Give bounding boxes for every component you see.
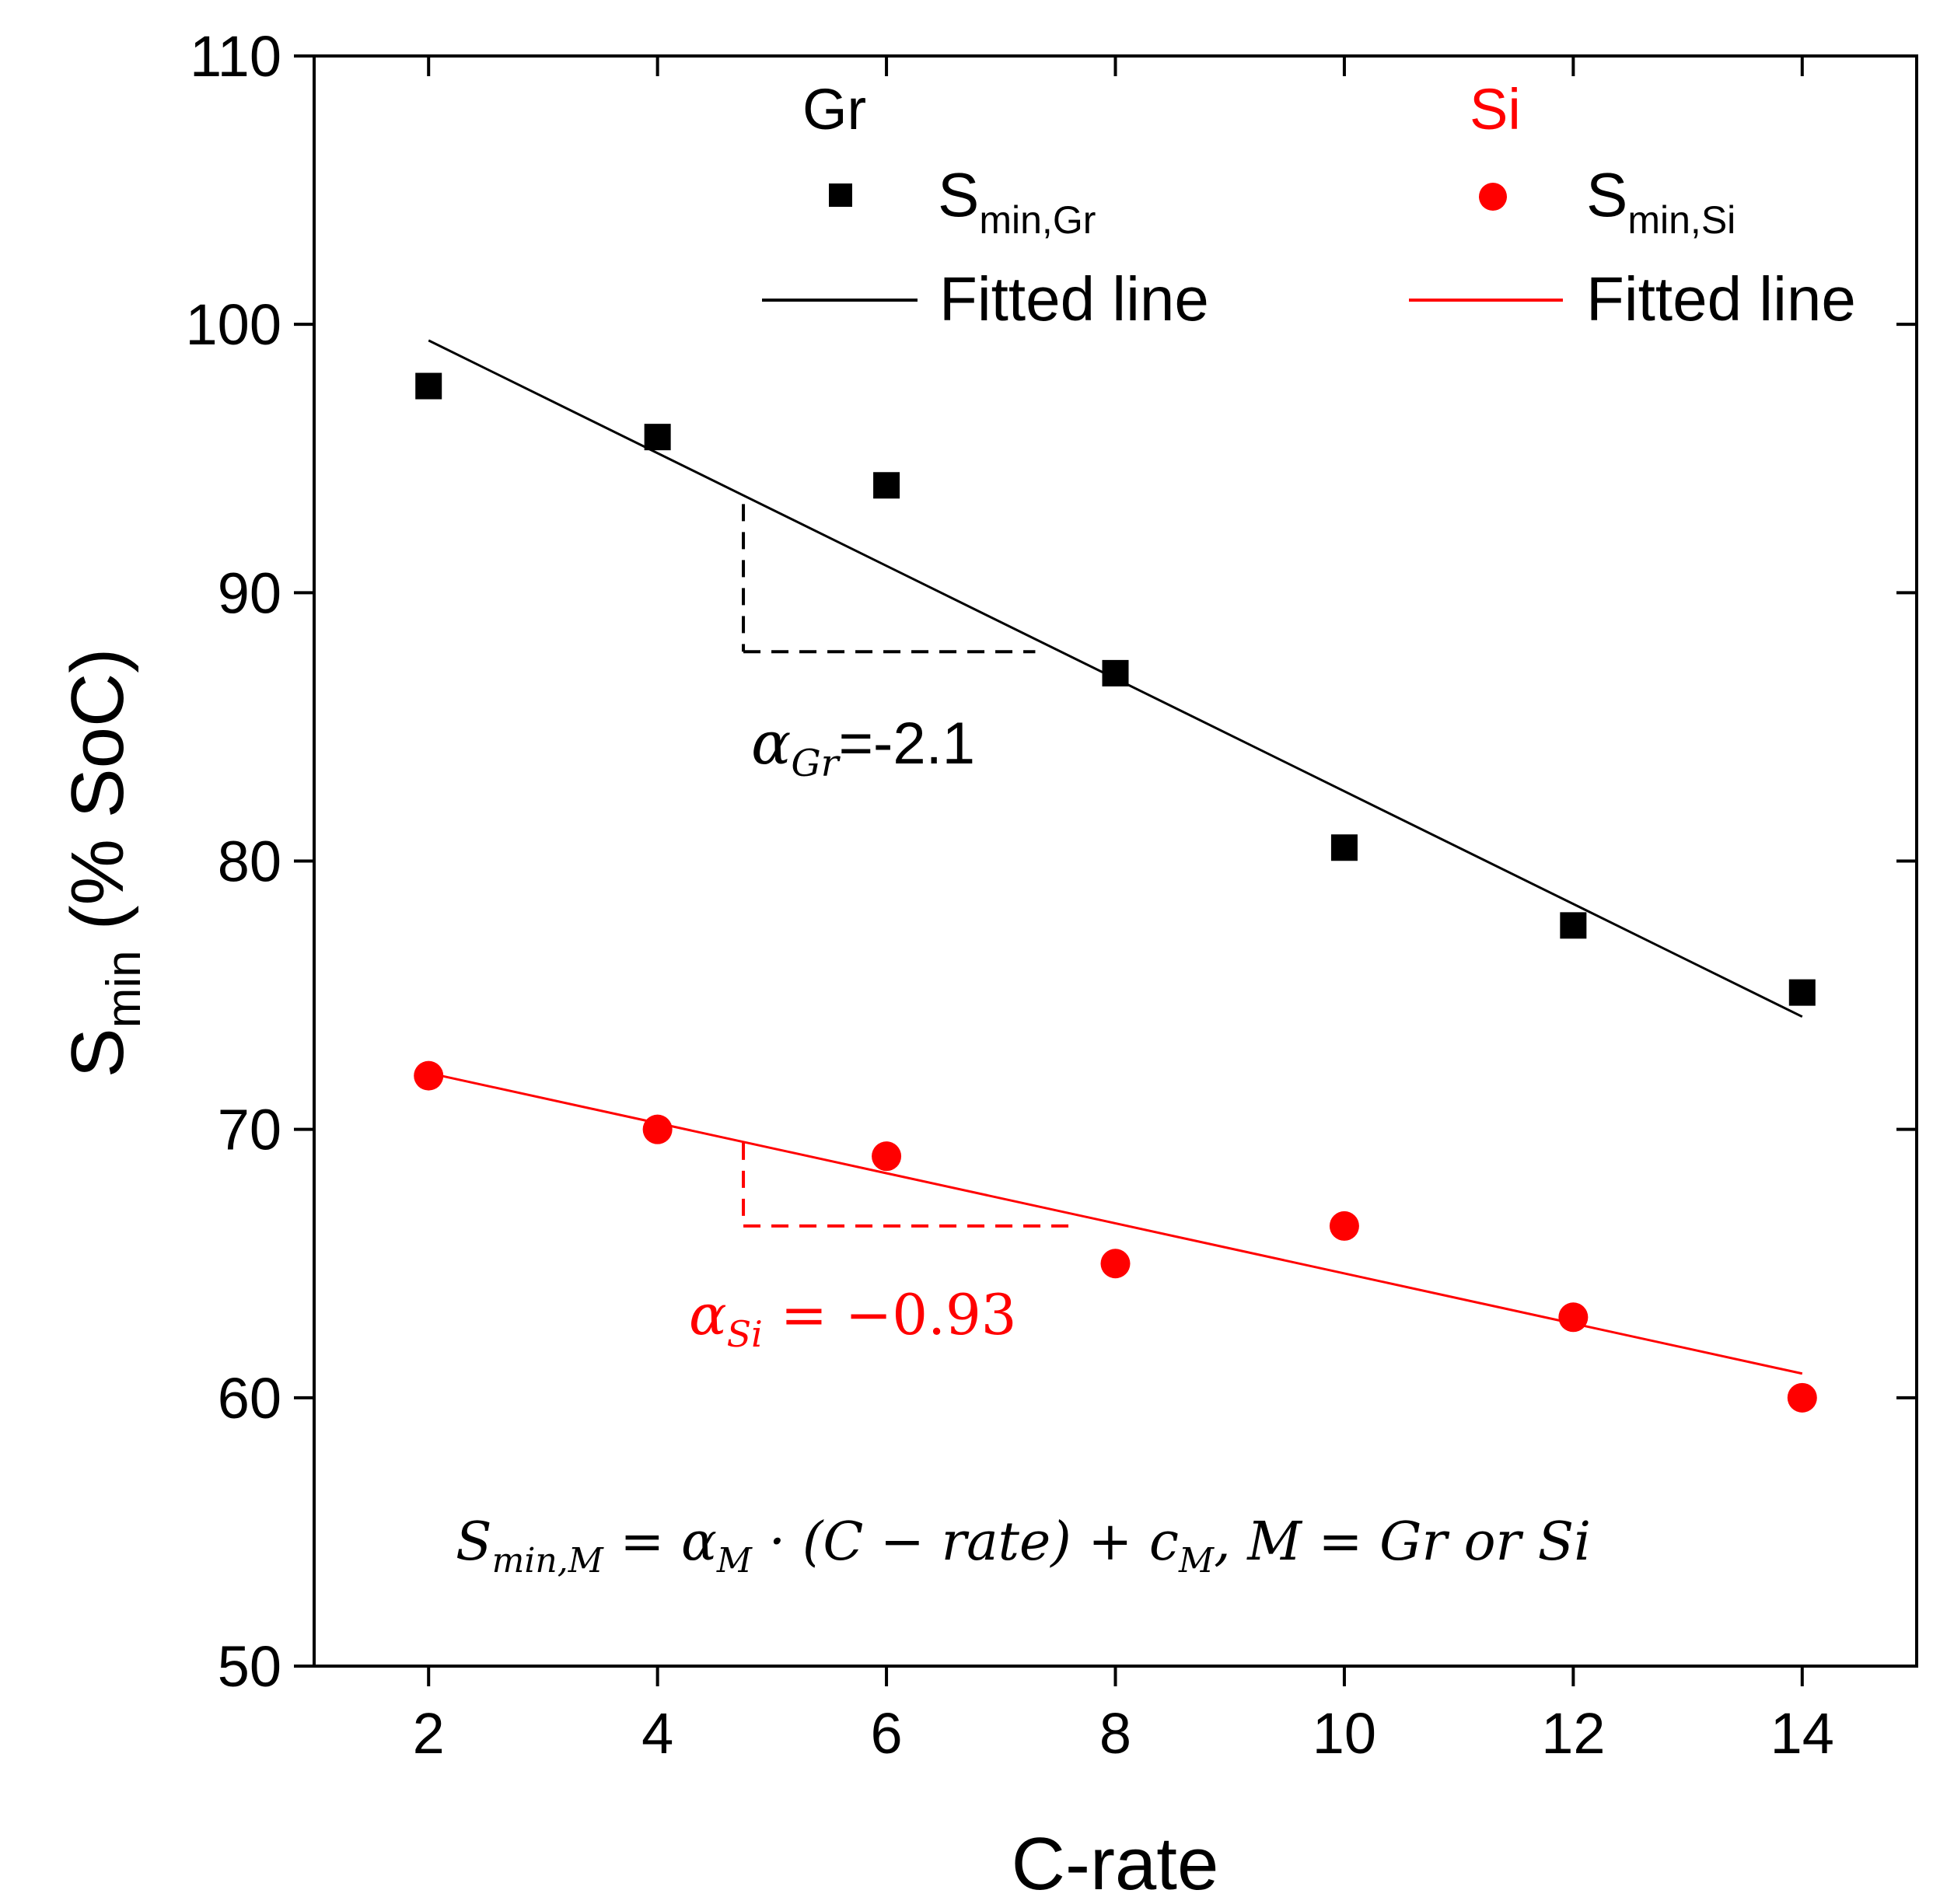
y-tick-label: 60 — [218, 1366, 281, 1431]
slope-triangles — [742, 504, 1075, 1228]
legend: Gr Si Smin,Gr Smin,Si Fitted line Fitted… — [762, 77, 1856, 334]
si-data-point — [872, 1141, 902, 1172]
gr-data-point — [415, 372, 442, 400]
x-tick-label: 2 — [413, 1701, 445, 1766]
y-axis-label: Smin (% SoC) — [56, 648, 151, 1078]
legend-si-header: Si — [1470, 77, 1521, 141]
si-data-point — [1329, 1211, 1359, 1241]
si-data-point — [1787, 1382, 1817, 1413]
gr-slope-label: αGr=-2.1 — [751, 708, 975, 785]
model-equation: Smin,M = αM · (C − rate) + cM, M = Gr or… — [456, 1511, 1591, 1581]
legend-si-points-label: Smin,Si — [1586, 160, 1736, 242]
y-tick-label: 100 — [186, 292, 281, 357]
si-fitted-line — [428, 1071, 1803, 1375]
axis-tick-labels: 2 4 6 8 10 12 14 50 60 70 80 90 100 110 — [186, 24, 1834, 1766]
y-tick-label: 70 — [218, 1098, 281, 1162]
y-axis-label-sub: min — [97, 950, 151, 1028]
si-data-point — [642, 1114, 673, 1144]
y-tick-label: 110 — [190, 24, 281, 89]
legend-si-line-label: Fitted line — [1586, 264, 1856, 334]
legend-gr-marker-icon — [829, 183, 852, 207]
fitted-lines — [428, 339, 1803, 1375]
gr-data-point — [1788, 979, 1816, 1006]
si-data-point — [1100, 1249, 1131, 1279]
legend-si-marker-icon — [1479, 183, 1507, 211]
legend-gr-header: Gr — [802, 77, 866, 141]
si-data-point — [1558, 1302, 1589, 1333]
x-tick-label: 4 — [641, 1701, 673, 1766]
si-slope-label: αSi = −0.93 — [689, 1282, 1017, 1355]
legend-gr-points-label: Smin,Gr — [938, 160, 1096, 242]
x-tick-label: 8 — [1099, 1701, 1131, 1766]
gr-data-point — [873, 472, 900, 499]
gr-data-point — [1102, 659, 1129, 686]
y-tick-label: 80 — [218, 830, 281, 894]
y-axis-label-main: S — [56, 1028, 139, 1078]
gr-data-point — [1560, 912, 1587, 939]
x-tick-label: 12 — [1541, 1701, 1605, 1766]
data-markers — [414, 372, 1817, 1413]
gr-data-point — [644, 424, 671, 451]
x-tick-label: 6 — [870, 1701, 902, 1766]
x-tick-label: 10 — [1313, 1701, 1376, 1766]
si-data-point — [414, 1060, 444, 1091]
y-tick-label: 50 — [218, 1634, 281, 1699]
legend-gr-line-label: Fitted line — [939, 264, 1209, 334]
x-axis-label: C-rate — [1012, 1822, 1219, 1900]
y-axis-label-unit: (% SoC) — [56, 648, 139, 931]
gr-data-point — [1330, 834, 1358, 861]
x-tick-label: 14 — [1770, 1701, 1834, 1766]
axis-ticks — [294, 54, 1917, 1686]
y-tick-label: 90 — [218, 561, 281, 625]
